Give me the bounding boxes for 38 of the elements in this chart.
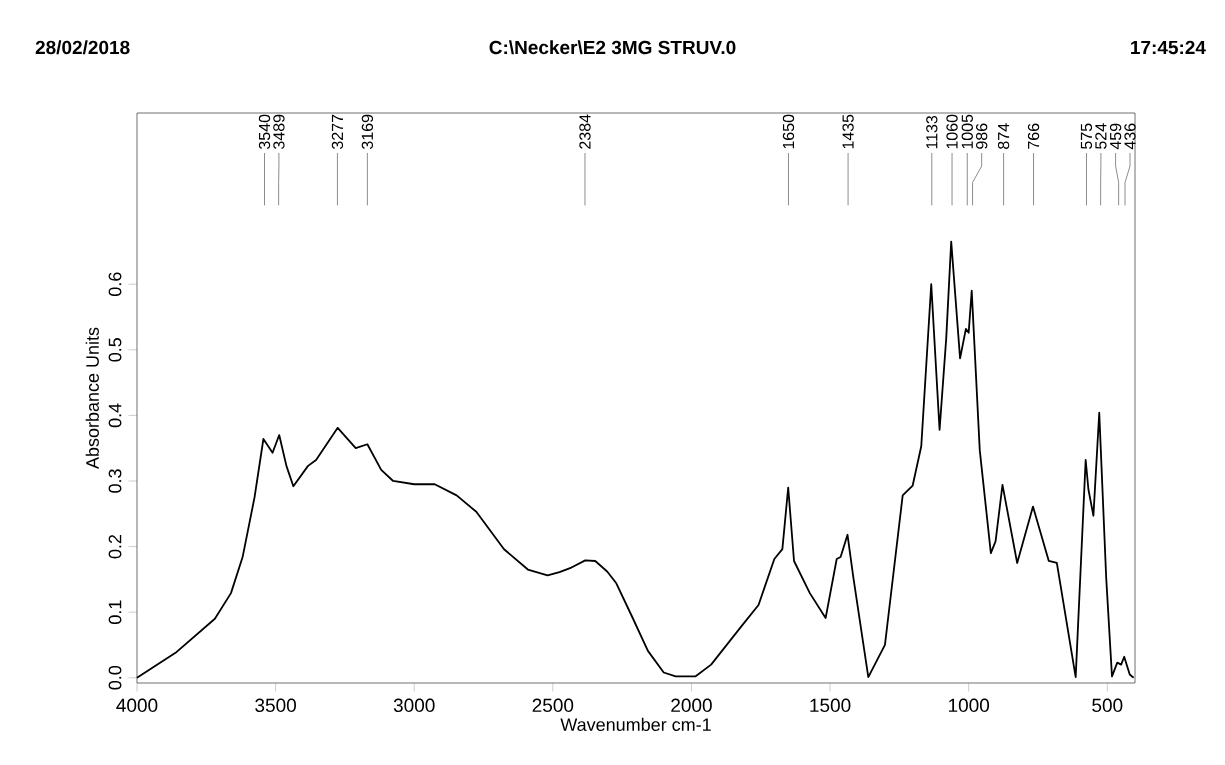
- x-tick-label: 1000: [948, 698, 990, 713]
- annotation: 1060: [946, 114, 958, 149]
- text: 17:45:24: [1131, 40, 1206, 55]
- x-tick-label: 2000: [671, 698, 712, 713]
- line-series: [136, 240, 1135, 679]
- annotation: 3277: [331, 114, 344, 149]
- annotation: 1133: [926, 115, 938, 149]
- annotation: 874: [997, 123, 1010, 149]
- y-tick-label: 0.1: [108, 600, 122, 624]
- x-tick-label: 500: [1092, 698, 1123, 713]
- y-tick-label: 0.4: [108, 403, 122, 428]
- y-axis-title: Absorbance Units: [85, 327, 99, 470]
- annotation: 3169: [361, 114, 374, 149]
- x-tick-label: 3500: [255, 698, 296, 713]
- annotation: 436: [1124, 123, 1136, 150]
- annotation: 3540: [258, 114, 271, 149]
- x-tick-label: 2500: [532, 698, 574, 713]
- annotation: 1435: [842, 114, 854, 149]
- y-tick-label: 0.0: [108, 665, 122, 690]
- annotation: 524: [1095, 123, 1107, 149]
- text: 28/02/2018: [35, 40, 130, 55]
- x-tick-label: 3000: [393, 698, 435, 713]
- chart-title: C:\Necker\E2 3MG STRUV.0: [489, 40, 736, 55]
- y-tick-label: 0.3: [108, 469, 122, 493]
- annotation: 575: [1080, 123, 1093, 149]
- annotation: 766: [1027, 123, 1040, 149]
- x-axis-title: Wavenumber cm-1: [560, 717, 711, 732]
- y-tick-label: 0.6: [108, 272, 122, 297]
- annotation: 459: [1109, 123, 1122, 150]
- y-tick-label: 0.5: [108, 338, 122, 362]
- y-tick-label: 0.2: [108, 534, 122, 559]
- x-tick-label: 4000: [116, 698, 158, 713]
- annotation: 986: [976, 123, 988, 149]
- annotation: 2384: [579, 114, 591, 149]
- x-tick-label: 1500: [810, 698, 851, 713]
- annotation: 1005: [961, 114, 973, 149]
- annotation: 3489: [273, 114, 285, 149]
- annotation: 1650: [782, 114, 795, 149]
